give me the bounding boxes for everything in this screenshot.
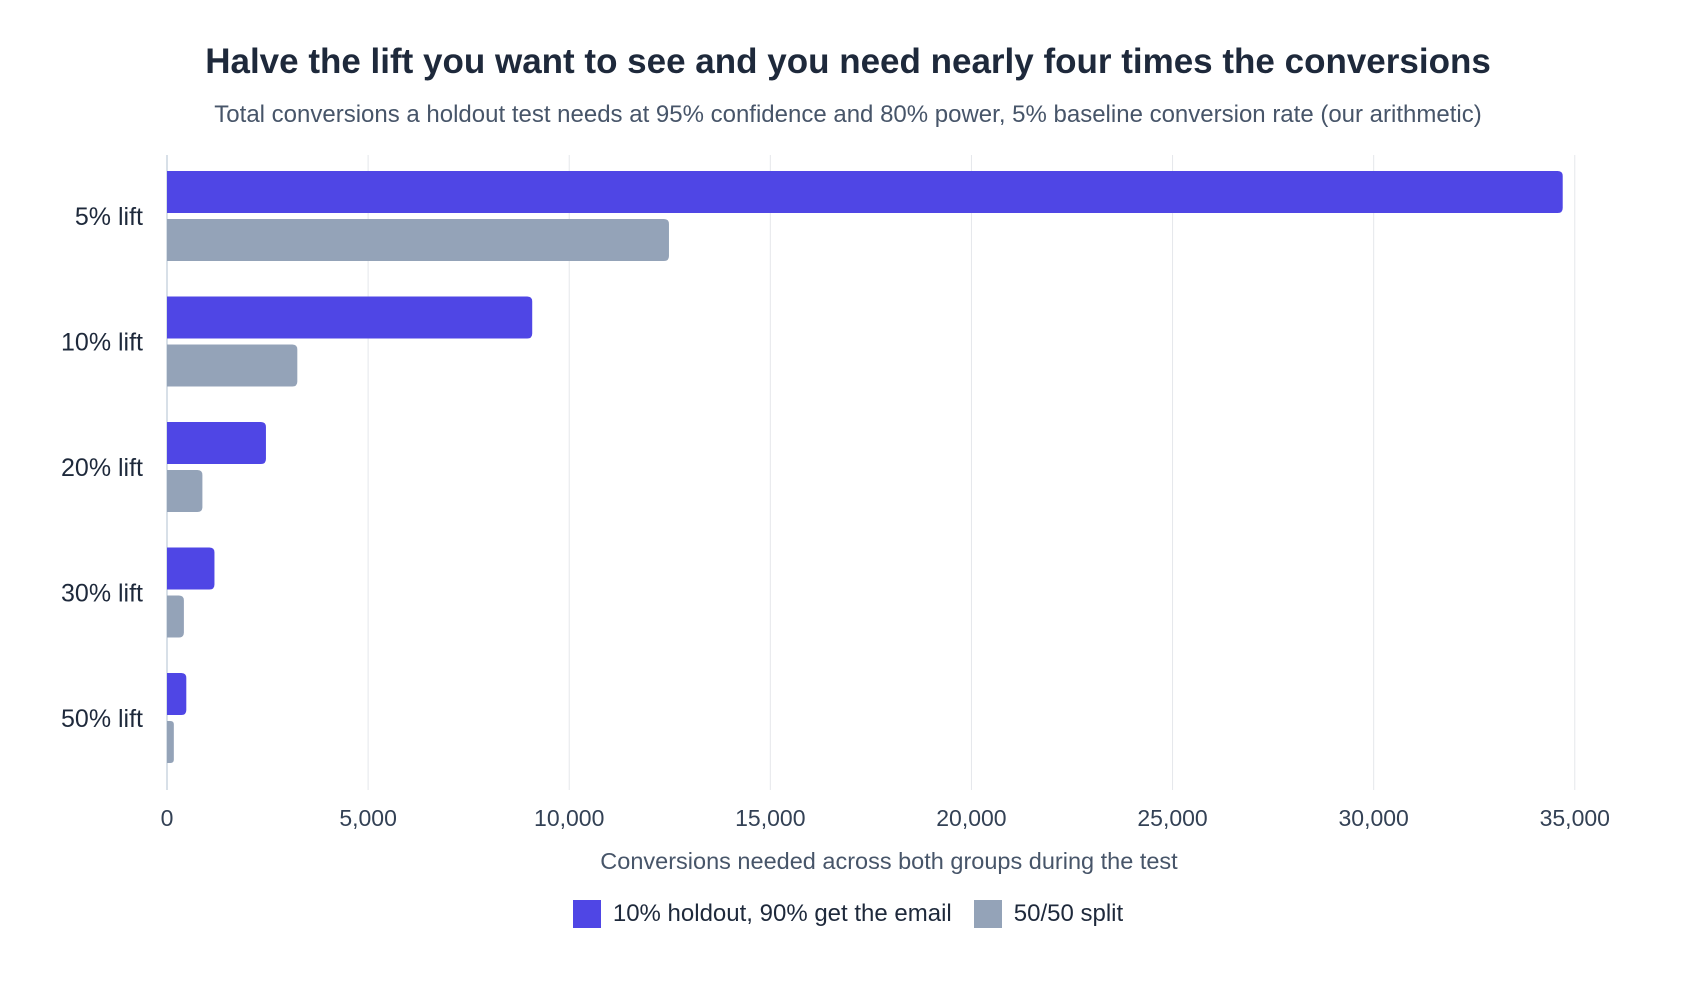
category-label: 20% lift [61, 454, 143, 482]
chart-title: Halve the lift you want to see and you n… [205, 42, 1491, 81]
bar-split [167, 595, 184, 638]
legend-label-split: 50/50 split [1013, 900, 1124, 927]
legend-swatch-holdout [572, 900, 601, 928]
category-label: 10% lift [61, 329, 143, 357]
legend-item-split[interactable]: 50/50 split [973, 900, 1124, 928]
chart-subtitle: Total conversions a holdout test needs a… [214, 101, 1482, 128]
bar-split [167, 219, 669, 261]
legend: 10% holdout, 90% get the email 50/50 spl… [0, 900, 1696, 928]
x-tick-label: 25,000 [1137, 805, 1207, 831]
legend-swatch-split [973, 900, 1002, 928]
x-tick-label: 20,000 [936, 805, 1006, 831]
x-tick-label: 35,000 [1540, 805, 1610, 831]
bar-holdout [167, 673, 187, 715]
category-label: 50% lift [61, 705, 143, 733]
category-label: 30% lift [61, 580, 143, 608]
bar-holdout [167, 296, 533, 339]
bar-holdout [167, 547, 215, 590]
bar-split [167, 470, 203, 512]
x-tick-label: 0 [161, 805, 174, 831]
x-tick-label: 10,000 [534, 805, 604, 831]
legend-label-holdout: 10% holdout, 90% get the email [612, 900, 952, 927]
x-axis-title: Conversions needed across both groups du… [600, 848, 1178, 874]
x-tick-label: 5,000 [339, 805, 397, 831]
x-tick-label: 30,000 [1338, 805, 1408, 831]
bar-holdout [167, 422, 266, 464]
category-label: 5% lift [75, 203, 143, 231]
x-tick-label: 15,000 [735, 805, 805, 831]
bar-holdout [167, 171, 1563, 213]
bar-split [167, 721, 174, 763]
legend-item-holdout[interactable]: 10% holdout, 90% get the email [572, 900, 952, 928]
bar-split [167, 344, 298, 387]
